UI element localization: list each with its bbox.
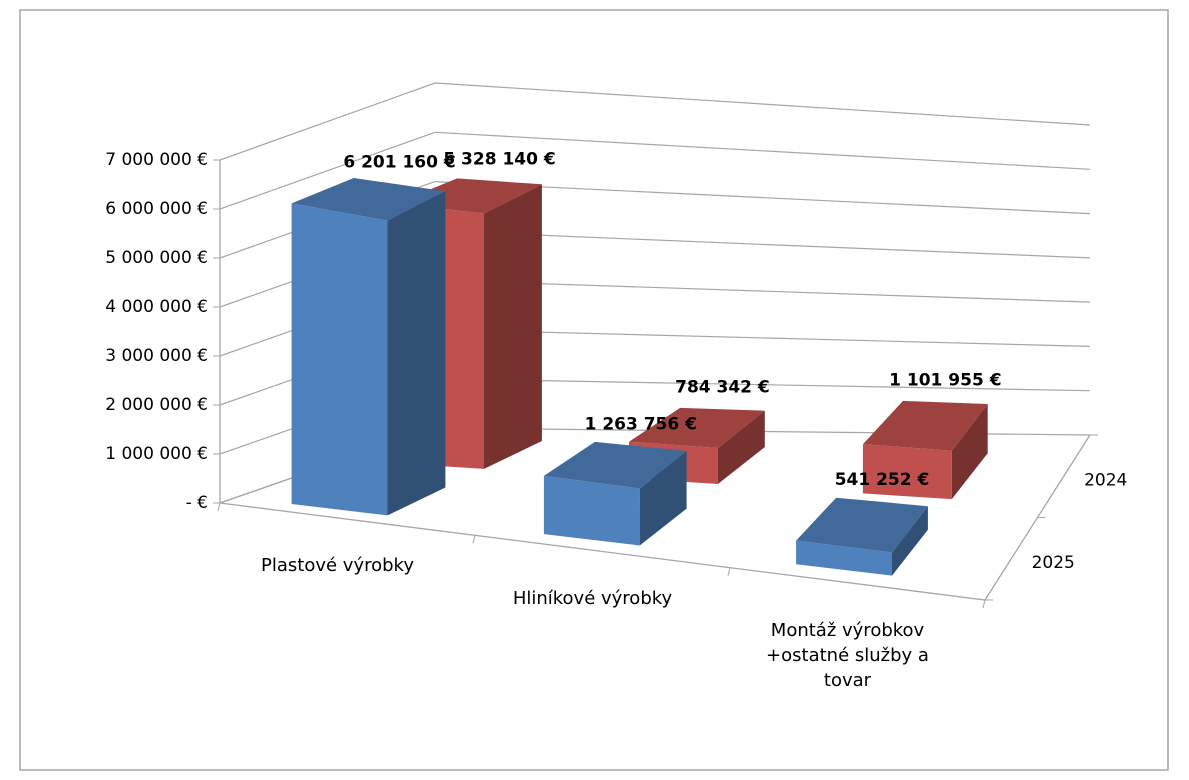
bar-side bbox=[717, 410, 765, 484]
depth-label: 2024 bbox=[1084, 470, 1127, 490]
value-label: 5 328 140 € bbox=[443, 149, 555, 169]
bar-side bbox=[892, 506, 928, 576]
x-tick bbox=[982, 599, 986, 609]
y-tick-label: 2 000 000 € bbox=[105, 395, 208, 415]
value-label: 1 263 756 € bbox=[585, 414, 697, 434]
value-label: 6 201 160 € bbox=[343, 153, 455, 173]
y-tick-label: 1 000 000 € bbox=[105, 444, 208, 464]
depth-label: 2025 bbox=[1032, 553, 1075, 573]
x-tick-label: Hliníkové výrobky bbox=[512, 587, 673, 609]
bar-top bbox=[291, 178, 446, 221]
grid-line bbox=[219, 82, 1091, 161]
y-tick-label: 6 000 000 € bbox=[105, 199, 208, 219]
value-label: 784 342 € bbox=[675, 377, 770, 397]
x-tick-label: Montáž výrobkov +ostatné služby a tovar bbox=[766, 619, 929, 691]
grid-line bbox=[219, 131, 1091, 210]
x-tick bbox=[472, 535, 476, 544]
y-tick-label: 3 000 000 € bbox=[105, 346, 208, 366]
bar-side bbox=[639, 451, 687, 546]
bar-front bbox=[796, 540, 892, 576]
y-tick-label: 5 000 000 € bbox=[105, 248, 208, 268]
bar-front bbox=[543, 475, 640, 546]
y-tick-label: - € bbox=[186, 493, 208, 513]
bar-front bbox=[291, 203, 388, 516]
y-tick-label: 4 000 000 € bbox=[105, 297, 208, 317]
bar-top bbox=[862, 400, 988, 451]
x-tick bbox=[217, 502, 221, 512]
bar-top bbox=[543, 441, 687, 489]
bar-side bbox=[484, 184, 542, 469]
bar-side bbox=[387, 191, 446, 516]
chart-frame bbox=[19, 9, 1169, 771]
bar-top bbox=[796, 497, 928, 553]
bar-front bbox=[862, 444, 952, 500]
bar-side bbox=[951, 404, 988, 500]
value-label: 1 101 955 € bbox=[889, 370, 1001, 390]
bar-top bbox=[629, 407, 765, 448]
y-tick-label: 7 000 000 € bbox=[105, 150, 208, 170]
value-label: 541 252 € bbox=[835, 470, 930, 490]
x-tick-label: Plastové výrobky bbox=[261, 555, 414, 577]
x-tick bbox=[727, 567, 731, 576]
